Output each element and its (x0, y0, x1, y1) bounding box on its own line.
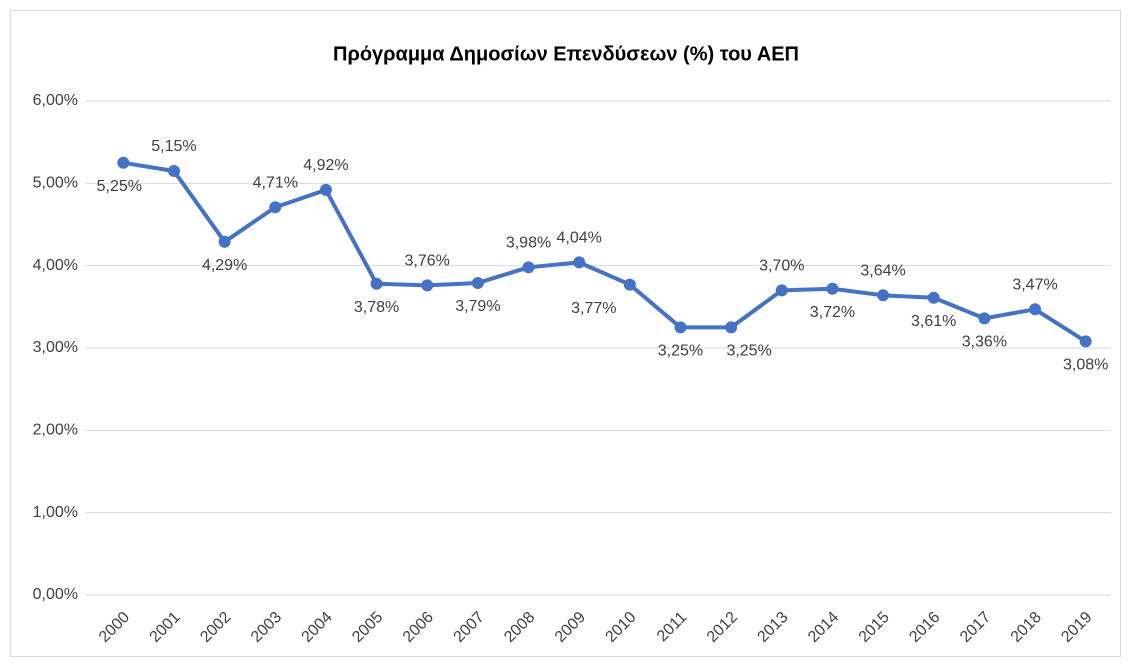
line (123, 160, 1087, 344)
data-label: 3,25% (658, 343, 703, 360)
chart-frame (10, 10, 1121, 657)
point (218, 235, 231, 248)
point (1029, 303, 1042, 316)
point (623, 278, 636, 291)
data-label: 3,70% (759, 258, 804, 275)
data-label: 3,79% (455, 298, 500, 315)
point (978, 312, 991, 325)
point (775, 284, 788, 297)
point (167, 164, 180, 177)
data-label: 4,04% (556, 230, 601, 247)
data-label: 5,15% (151, 138, 196, 155)
data-label: 3,98% (506, 235, 551, 252)
data-label: 4,29% (202, 257, 247, 274)
data-label: 3,36% (962, 334, 1007, 351)
data-label: 3,64% (860, 263, 905, 280)
point (725, 321, 738, 334)
y-tick-label: 4,00% (33, 257, 78, 274)
point (877, 289, 890, 302)
point (1079, 335, 1092, 348)
point (522, 261, 535, 274)
y-tick-label: 0,00% (33, 586, 78, 603)
data-label: 3,61% (911, 313, 956, 330)
data-label: 3,72% (810, 304, 855, 321)
data-label: 3,77% (571, 300, 616, 317)
point (117, 156, 130, 169)
data-label: 4,92% (303, 157, 348, 174)
data-label: 3,25% (726, 343, 771, 360)
point (421, 279, 434, 292)
point (319, 183, 332, 196)
data-label: 3,76% (405, 253, 450, 270)
point (927, 291, 940, 304)
point (674, 321, 687, 334)
point (471, 276, 484, 289)
point (573, 256, 586, 269)
y-tick-label: 1,00% (33, 504, 78, 521)
chart-title: Πρόγραμμα Δημοσίων Επενδύσεων (%) του ΑΕ… (333, 43, 799, 65)
point (269, 201, 282, 214)
y-tick-label: 3,00% (33, 339, 78, 356)
point (370, 277, 383, 290)
y-tick-label: 5,00% (33, 175, 78, 192)
data-label: 3,08% (1063, 357, 1108, 374)
y-tick-label: 6,00% (33, 92, 78, 109)
data-label: 5,25% (97, 178, 142, 195)
data-label: 4,71% (253, 174, 298, 191)
point (826, 282, 839, 295)
data-label: 3,47% (1012, 277, 1057, 294)
data-label: 3,78% (354, 299, 399, 316)
y-tick-label: 2,00% (33, 422, 78, 439)
